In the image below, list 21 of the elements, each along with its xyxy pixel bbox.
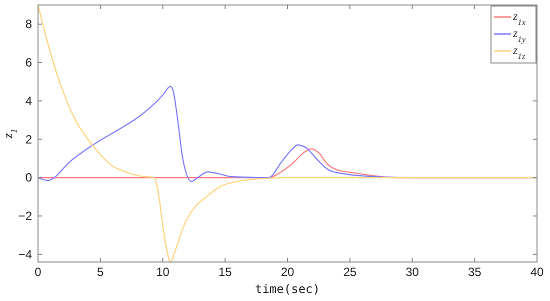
y-tick-label: −2 <box>18 208 32 223</box>
x-tick-label: 20 <box>280 265 294 279</box>
y-tick-label: 2 <box>25 132 32 146</box>
x-axis-title: time(sec) <box>254 282 320 296</box>
legend-label: z$_{1x}$ <box>512 9 526 26</box>
legend-label: z$_{1y}$ <box>512 26 526 44</box>
x-tick-label: 25 <box>343 265 357 279</box>
y-tick-label: −4 <box>18 247 32 262</box>
x-tick-label: 40 <box>530 265 544 279</box>
legend-label: z$_{1z}$ <box>512 43 526 60</box>
y-tick-label: 8 <box>25 17 32 32</box>
y-tick-label: 6 <box>25 56 32 70</box>
x-tick-label: 10 <box>156 265 170 279</box>
line-series <box>38 5 537 262</box>
x-tick-label: 30 <box>406 265 420 279</box>
x-tick-label: 15 <box>218 265 232 279</box>
y-tick-label: 4 <box>25 94 32 108</box>
y-tick-label: 0 <box>25 170 32 185</box>
x-tick-label: 35 <box>468 265 482 279</box>
x-tick-label: 5 <box>97 265 104 279</box>
x-tick-label: 0 <box>34 265 42 279</box>
